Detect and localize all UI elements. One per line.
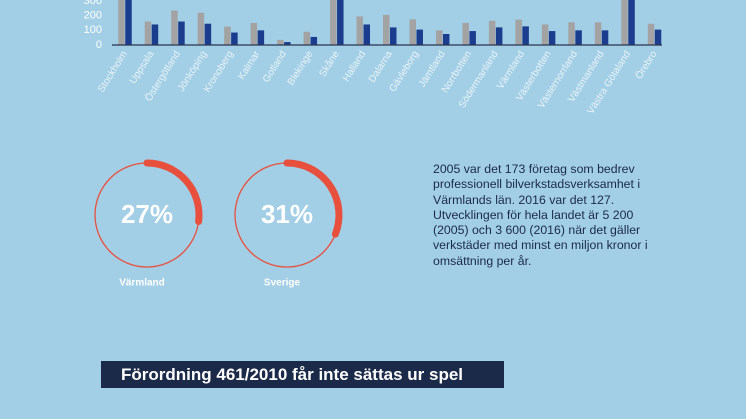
x-tick-label: Uppsala	[128, 49, 157, 86]
bar	[310, 36, 318, 45]
bar	[515, 19, 522, 45]
bar	[224, 26, 231, 45]
paragraph-line: (2005) och 3 600 (2016) när det gäller	[433, 223, 641, 238]
bar	[204, 23, 212, 45]
paragraph-line: Värmlands län. 2016 var det 127.	[433, 192, 615, 207]
paragraph-line: Utvecklingen för hela landet är 5 200	[433, 207, 634, 222]
bar	[125, 0, 132, 46]
banner: Förordning 461/2010 får inte sättas ur s…	[101, 361, 504, 388]
bar	[118, 0, 125, 46]
donut-arc	[283, 159, 343, 238]
bar	[628, 0, 635, 46]
bar	[621, 0, 628, 46]
x-tick-label: Örebro	[633, 48, 660, 81]
paragraph-line: verkstäder med minst en miljon kronor i	[433, 238, 648, 253]
bar	[277, 39, 284, 45]
bar	[442, 34, 450, 45]
donut-value: 31%	[261, 199, 313, 229]
bar	[144, 21, 152, 45]
y-tick-label: 200	[84, 10, 102, 22]
bar	[654, 29, 662, 45]
bar	[409, 19, 416, 45]
y-tick-label: 300	[84, 0, 102, 7]
x-tick-label: Blekinge	[286, 49, 316, 88]
bar	[363, 24, 371, 45]
bar	[390, 27, 397, 45]
y-tick-label: 100	[84, 24, 102, 36]
x-tick-label: Kalmar	[236, 49, 262, 82]
donut-arc	[143, 159, 203, 226]
bar	[303, 31, 311, 45]
bar	[469, 31, 476, 45]
bar	[594, 22, 602, 45]
bar	[337, 0, 344, 46]
donut-label: Värmland	[119, 278, 165, 289]
bar	[568, 22, 575, 45]
bar	[284, 42, 291, 45]
bar	[151, 24, 159, 45]
bar	[330, 0, 337, 46]
donut-value: 27%	[121, 199, 173, 229]
bar	[601, 30, 609, 45]
bar	[178, 21, 185, 45]
bar	[435, 30, 443, 45]
bar	[231, 32, 238, 45]
donut-label: Sverige	[264, 278, 301, 289]
bar	[416, 29, 423, 45]
paragraph: 2005 var det 173 företag som bedrev profe…	[433, 162, 733, 269]
bar	[383, 14, 390, 45]
x-tick-label: Stockholm	[96, 49, 130, 94]
y-tick-label: 0	[96, 39, 102, 51]
bar	[356, 16, 364, 45]
bar	[541, 24, 549, 45]
paragraph-line: 2005 var det 173 företag som bedrev	[433, 162, 635, 176]
bar	[548, 31, 556, 45]
bar	[257, 30, 265, 45]
bar	[647, 23, 655, 45]
x-tick-label: Dalarna	[367, 49, 395, 85]
bar	[522, 26, 529, 45]
x-tick-label: Gotland	[261, 49, 289, 85]
bar	[250, 23, 258, 45]
x-tick-label: Skåne	[317, 48, 342, 79]
bar	[495, 27, 503, 45]
bar	[575, 30, 582, 45]
bar	[197, 12, 205, 45]
bar	[488, 20, 496, 45]
bar	[462, 23, 469, 45]
paragraph-line: omsättning per år.	[433, 253, 532, 268]
paragraph-line: professionell bilverkstadsverksamhet i	[433, 177, 641, 192]
x-tick-label: Halland	[341, 49, 368, 84]
bar	[171, 10, 178, 45]
